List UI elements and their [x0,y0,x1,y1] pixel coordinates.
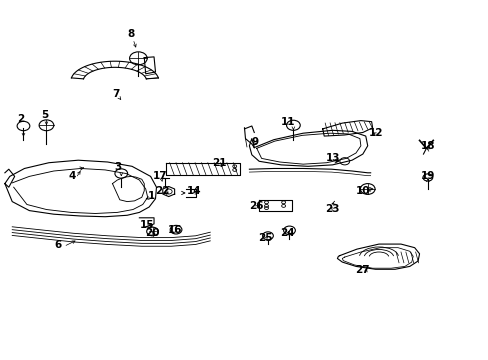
Text: 13: 13 [325,153,340,163]
Text: 5: 5 [41,110,48,120]
Text: 12: 12 [368,128,383,138]
Text: 20: 20 [145,228,160,238]
Text: 7: 7 [112,89,120,99]
Text: 3: 3 [115,162,122,172]
Text: 27: 27 [355,265,369,275]
Text: 14: 14 [187,186,202,196]
Text: 11: 11 [281,117,295,127]
Text: 24: 24 [280,228,294,238]
Text: 9: 9 [251,137,258,147]
Text: 8: 8 [127,29,134,39]
Text: 22: 22 [155,186,169,196]
Text: 4: 4 [68,171,76,181]
Text: 23: 23 [325,204,339,214]
Text: 1: 1 [148,191,155,201]
Text: 2: 2 [17,114,24,124]
Text: 18: 18 [420,141,435,151]
Text: 10: 10 [355,186,369,196]
Text: 6: 6 [54,240,61,250]
Text: 25: 25 [257,233,272,243]
Text: 17: 17 [153,171,167,181]
Text: 15: 15 [139,220,154,230]
Text: 16: 16 [167,225,182,235]
Text: 26: 26 [248,201,263,211]
Text: 19: 19 [420,171,435,181]
Text: 21: 21 [211,158,226,168]
